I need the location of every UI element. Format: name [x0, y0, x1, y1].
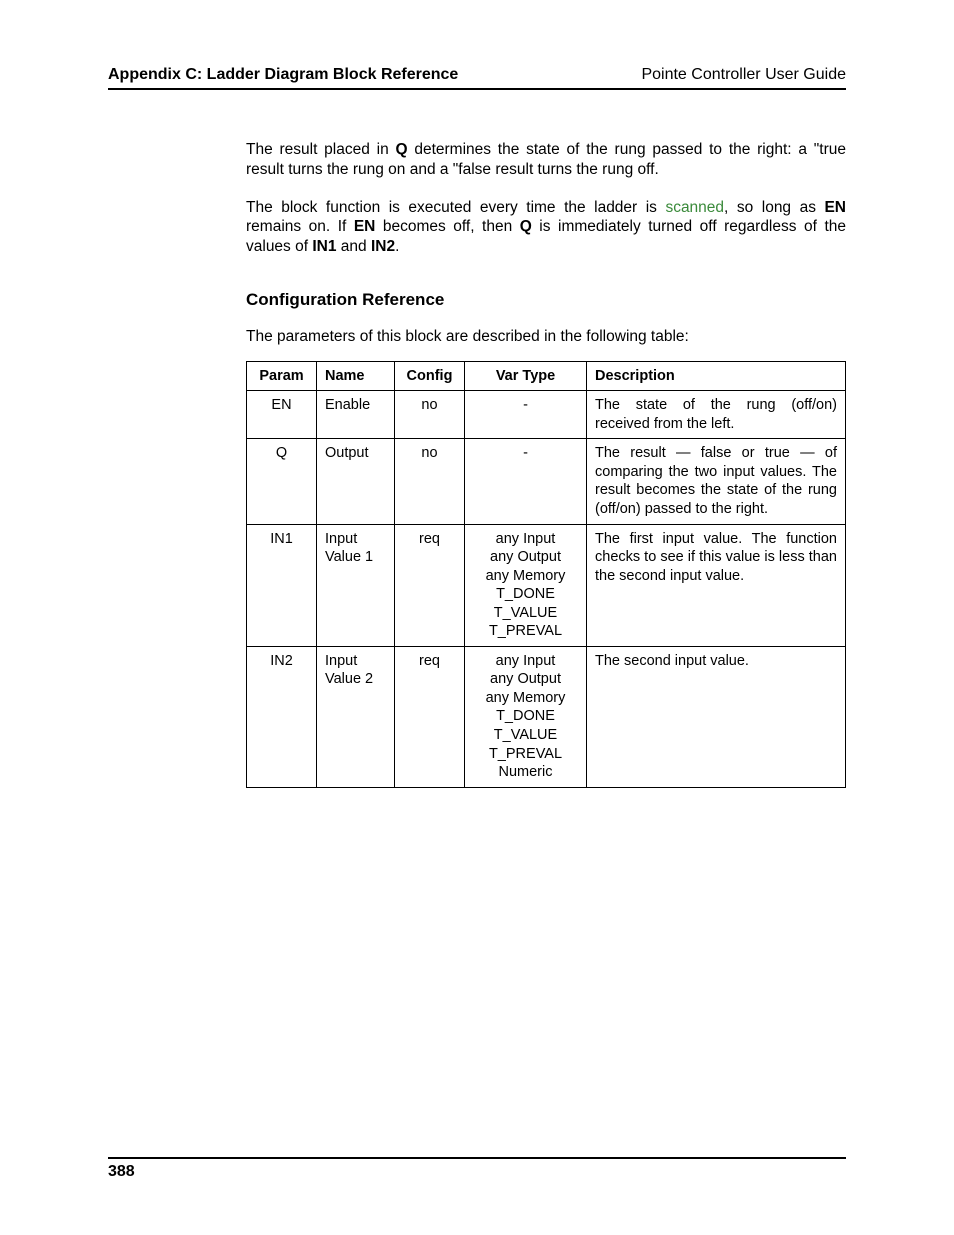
cell-param: Q	[247, 439, 317, 524]
cell-description: The result — false or true — of comparin…	[587, 439, 846, 524]
th-config: Config	[395, 361, 465, 391]
vartype-line: T_DONE	[473, 585, 578, 604]
cell-vartype: -	[465, 439, 587, 524]
cell-config: no	[395, 439, 465, 524]
p1-pre: The result placed in	[246, 141, 395, 158]
th-vartype: Var Type	[465, 361, 587, 391]
vartype-line: Numeric	[473, 763, 578, 782]
cell-config: req	[395, 524, 465, 646]
th-name: Name	[317, 361, 395, 391]
vartype-line: any Input	[473, 530, 578, 549]
th-param: Param	[247, 361, 317, 391]
config-ref-heading: Configuration Reference	[246, 289, 846, 311]
config-ref-intro: The parameters of this block are describ…	[246, 327, 846, 347]
body-content: The result placed in Q determines the st…	[246, 140, 846, 788]
params-table: Param Name Config Var Type Description E…	[246, 361, 846, 788]
header-right: Pointe Controller User Guide	[641, 66, 846, 84]
vartype-line: T_DONE	[473, 707, 578, 726]
page: Appendix C: Ladder Diagram Block Referen…	[0, 0, 954, 1235]
p1-q: Q	[395, 141, 407, 158]
vartype-line: T_PREVAL	[473, 622, 578, 641]
scanned-link[interactable]: scanned	[665, 199, 724, 216]
paragraph-2: The block function is executed every tim…	[246, 198, 846, 257]
p2-en2: EN	[354, 218, 376, 235]
table-row: ENEnableno-The state of the rung (off/on…	[247, 391, 846, 439]
vartype-line: any Output	[473, 548, 578, 567]
vartype-line: any Memory	[473, 567, 578, 586]
table-row: QOutputno-The result — false or true — o…	[247, 439, 846, 524]
page-number: 388	[108, 1163, 135, 1180]
vartype-line: -	[473, 444, 578, 463]
page-footer: 388	[108, 1157, 846, 1181]
cell-name: Output	[317, 439, 395, 524]
cell-param: IN1	[247, 524, 317, 646]
cell-name: Input Value 2	[317, 646, 395, 787]
cell-param: EN	[247, 391, 317, 439]
cell-vartype: any Inputany Outputany MemoryT_DONET_VAL…	[465, 646, 587, 787]
table-header-row: Param Name Config Var Type Description	[247, 361, 846, 391]
vartype-line: T_VALUE	[473, 604, 578, 623]
cell-config: req	[395, 646, 465, 787]
vartype-line: T_PREVAL	[473, 745, 578, 764]
paragraph-1: The result placed in Q determines the st…	[246, 140, 846, 180]
p2-s2: , so long as	[724, 199, 824, 216]
th-description: Description	[587, 361, 846, 391]
vartype-line: any Memory	[473, 689, 578, 708]
cell-description: The second input value.	[587, 646, 846, 787]
cell-description: The state of the rung (off/on) received …	[587, 391, 846, 439]
table-row: IN2Input Value 2reqany Inputany Outputan…	[247, 646, 846, 787]
cell-vartype: -	[465, 391, 587, 439]
vartype-line: T_VALUE	[473, 726, 578, 745]
page-header: Appendix C: Ladder Diagram Block Referen…	[108, 66, 846, 90]
p2-s1: The block function is executed every tim…	[246, 199, 665, 216]
vartype-line: any Input	[473, 652, 578, 671]
p2-en: EN	[824, 199, 846, 216]
p2-s4: becomes off, then	[375, 218, 519, 235]
vartype-line: -	[473, 396, 578, 415]
p2-in2: IN2	[371, 238, 395, 255]
p2-in1: IN1	[312, 238, 336, 255]
cell-config: no	[395, 391, 465, 439]
header-left: Appendix C: Ladder Diagram Block Referen…	[108, 66, 458, 84]
p2-s3: remains on. If	[246, 218, 354, 235]
vartype-line: any Output	[473, 670, 578, 689]
cell-name: Enable	[317, 391, 395, 439]
cell-vartype: any Inputany Outputany MemoryT_DONET_VAL…	[465, 524, 587, 646]
cell-name: Input Value 1	[317, 524, 395, 646]
cell-param: IN2	[247, 646, 317, 787]
p2-s7: .	[395, 238, 399, 255]
cell-description: The first input value. The function chec…	[587, 524, 846, 646]
p2-q: Q	[520, 218, 532, 235]
table-row: IN1Input Value 1reqany Inputany Outputan…	[247, 524, 846, 646]
p2-s6: and	[336, 238, 370, 255]
